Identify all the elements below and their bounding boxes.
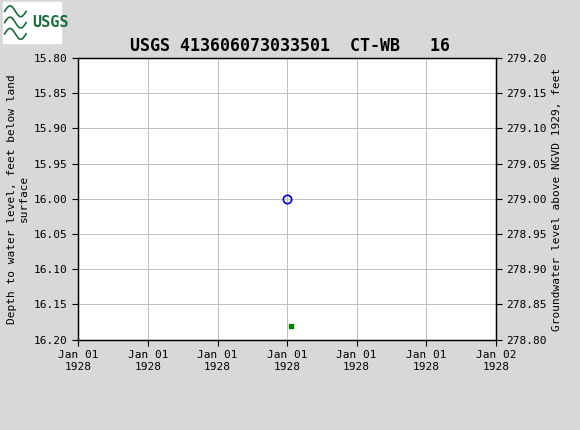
- Y-axis label: Depth to water level, feet below land
surface: Depth to water level, feet below land su…: [7, 74, 28, 324]
- Y-axis label: Groundwater level above NGVD 1929, feet: Groundwater level above NGVD 1929, feet: [552, 67, 563, 331]
- FancyBboxPatch shape: [3, 2, 61, 43]
- Text: USGS 413606073033501  CT-WB   16: USGS 413606073033501 CT-WB 16: [130, 37, 450, 55]
- Text: USGS: USGS: [32, 15, 68, 30]
